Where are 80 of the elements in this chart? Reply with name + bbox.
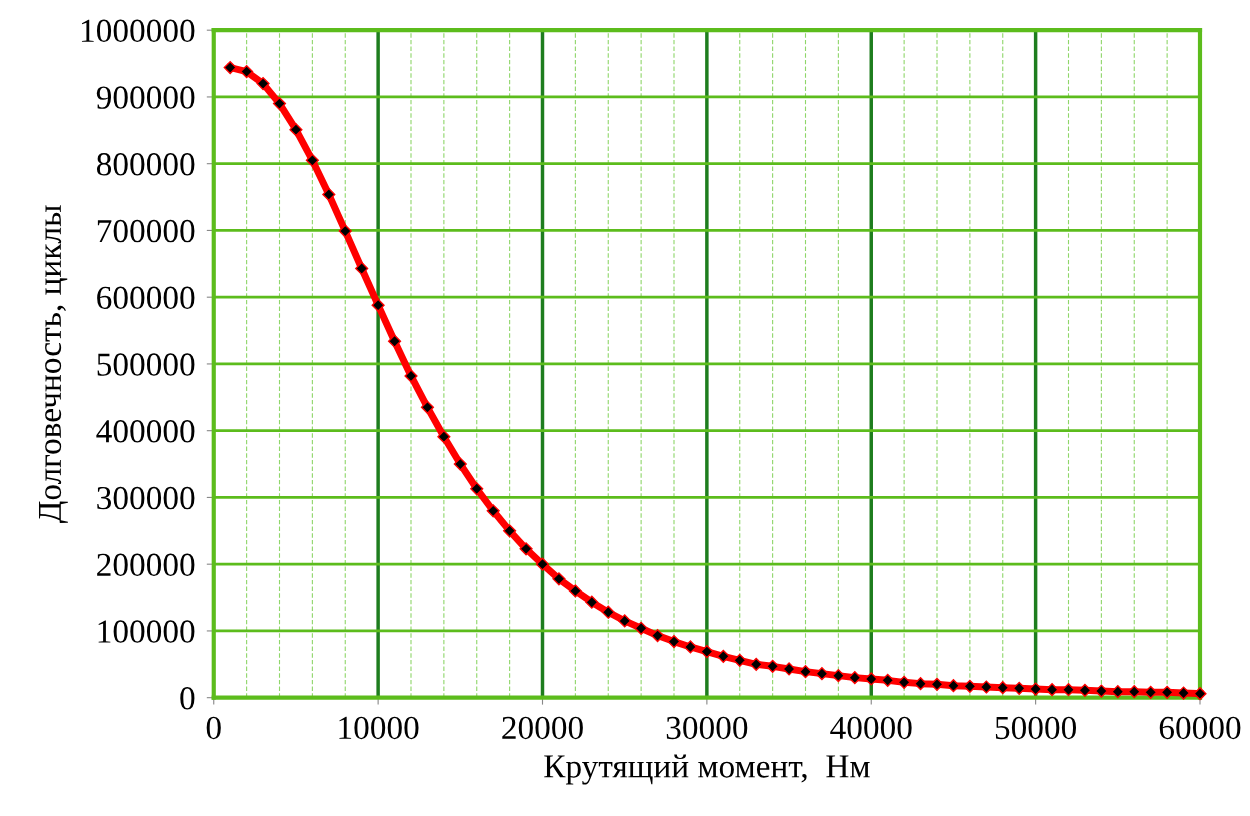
point <box>1012 681 1026 695</box>
point <box>946 679 961 693</box>
point <box>667 635 681 649</box>
point <box>486 504 500 518</box>
point <box>1061 683 1076 697</box>
point <box>930 677 944 691</box>
point <box>355 261 369 276</box>
point <box>831 669 845 683</box>
point <box>815 667 829 681</box>
x-tick-label: 30000 <box>666 716 748 740</box>
point <box>338 224 352 238</box>
y-tick-label: 800000 <box>96 153 195 176</box>
point <box>1094 684 1108 698</box>
point <box>881 673 895 687</box>
point <box>289 123 303 137</box>
point <box>585 595 599 609</box>
point <box>897 675 911 689</box>
point <box>1111 685 1125 699</box>
point <box>913 677 928 691</box>
point <box>848 671 862 685</box>
point <box>1078 683 1092 697</box>
point <box>404 369 418 383</box>
point <box>568 584 582 598</box>
point <box>272 97 287 111</box>
y-tick-label: 900000 <box>96 86 195 109</box>
y-tick-label: 200000 <box>97 553 195 577</box>
x-tick-label: 20000 <box>502 716 583 740</box>
y-tick-label: 400000 <box>96 420 195 443</box>
y-tick-label: 600000 <box>97 286 195 310</box>
point <box>305 153 319 167</box>
y-tick-label: 0 <box>180 687 195 710</box>
x-axis-title: Крутящий момент, Нм <box>544 754 870 785</box>
point <box>453 457 467 471</box>
y-tick-label: 700000 <box>97 219 195 243</box>
point <box>1029 682 1043 696</box>
point <box>766 659 780 673</box>
point <box>519 542 533 556</box>
point <box>1045 683 1059 697</box>
point <box>322 187 336 201</box>
point <box>1160 685 1174 699</box>
point <box>387 334 402 348</box>
point <box>963 679 977 693</box>
point <box>240 64 254 79</box>
point <box>601 605 615 619</box>
x-tick-label: 10000 <box>339 716 419 740</box>
point <box>420 400 435 414</box>
point <box>371 298 385 312</box>
point <box>716 649 730 663</box>
point <box>700 645 714 659</box>
x-tick-label: 0 <box>206 716 221 740</box>
point <box>798 665 813 679</box>
point <box>1127 685 1141 699</box>
point <box>733 653 747 667</box>
point <box>256 77 270 91</box>
point <box>634 621 648 635</box>
point <box>749 657 763 671</box>
point <box>683 640 698 654</box>
y-tick-label: 100000 <box>98 620 195 643</box>
point <box>437 430 451 444</box>
point <box>503 524 517 538</box>
y-axis-title: Долговечность, циклы <box>38 205 68 524</box>
point <box>223 60 237 75</box>
point <box>979 680 993 694</box>
point <box>782 662 796 676</box>
point <box>1144 685 1158 699</box>
y-tick-label: 500000 <box>97 353 195 376</box>
point <box>996 681 1010 695</box>
point <box>864 672 878 686</box>
x-tick-label: 60000 <box>1159 716 1241 740</box>
x-tick-label: 50000 <box>995 716 1077 740</box>
point <box>618 614 632 628</box>
y-tick-label: 300000 <box>97 486 195 510</box>
point <box>552 572 566 586</box>
point <box>1176 686 1191 700</box>
point <box>650 629 665 643</box>
point <box>1193 687 1207 701</box>
point <box>535 557 550 571</box>
point <box>470 482 484 496</box>
x-tick-label: 40000 <box>830 716 912 740</box>
y-tick-label: 1000000 <box>81 19 195 43</box>
